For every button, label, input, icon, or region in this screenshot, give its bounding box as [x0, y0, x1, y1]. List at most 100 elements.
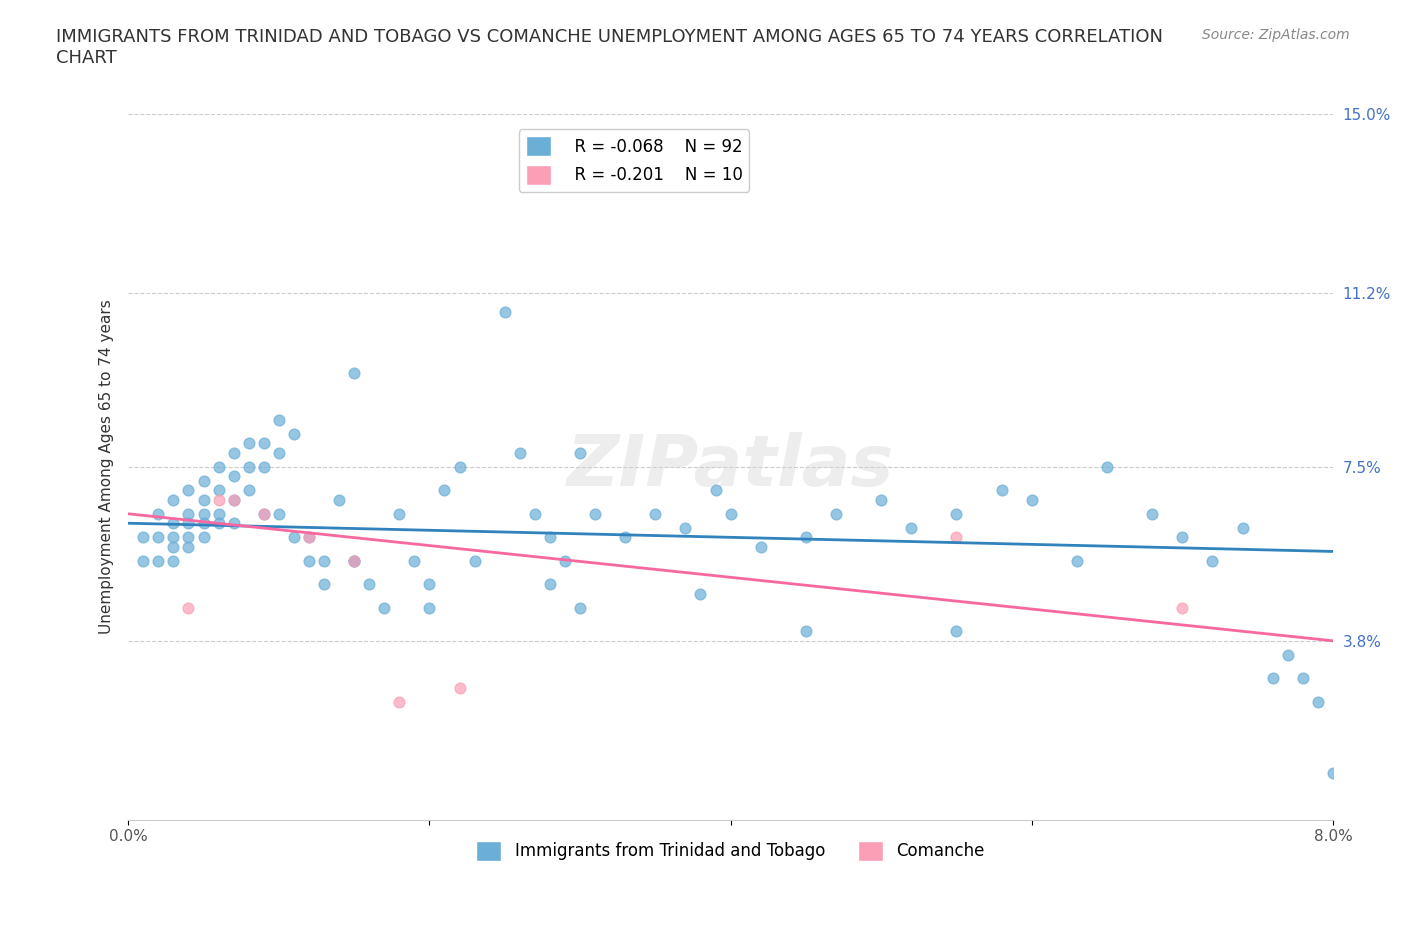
Point: [464, 553, 486, 568]
Point: [148, 553, 170, 568]
Point: [794, 530, 817, 545]
Point: [207, 516, 229, 531]
Point: [945, 506, 967, 521]
Point: [990, 483, 1012, 498]
Point: [283, 427, 305, 442]
Point: [449, 459, 471, 474]
Point: [253, 459, 276, 474]
Point: [418, 601, 440, 616]
Point: [238, 483, 260, 498]
Point: [222, 469, 245, 484]
Point: [298, 553, 321, 568]
Point: [644, 506, 666, 521]
Point: [162, 516, 184, 531]
Point: [1292, 671, 1315, 686]
Point: [162, 492, 184, 507]
Text: Source: ZipAtlas.com: Source: ZipAtlas.com: [1202, 28, 1350, 42]
Point: [267, 445, 290, 460]
Point: [433, 483, 456, 498]
Point: [193, 506, 215, 521]
Point: [162, 553, 184, 568]
Point: [222, 492, 245, 507]
Legend: Immigrants from Trinidad and Tobago, Comanche: Immigrants from Trinidad and Tobago, Com…: [470, 834, 991, 868]
Point: [388, 695, 411, 710]
Point: [207, 492, 229, 507]
Point: [253, 506, 276, 521]
Point: [132, 530, 155, 545]
Point: [614, 530, 637, 545]
Point: [523, 506, 546, 521]
Point: [177, 516, 200, 531]
Point: [283, 530, 305, 545]
Point: [193, 492, 215, 507]
Point: [1171, 601, 1194, 616]
Point: [404, 553, 426, 568]
Point: [449, 681, 471, 696]
Point: [1021, 492, 1043, 507]
Text: IMMIGRANTS FROM TRINIDAD AND TOBAGO VS COMANCHE UNEMPLOYMENT AMONG AGES 65 TO 74: IMMIGRANTS FROM TRINIDAD AND TOBAGO VS C…: [56, 28, 1163, 67]
Point: [1277, 647, 1299, 662]
Point: [222, 445, 245, 460]
Point: [1322, 765, 1344, 780]
Point: [148, 530, 170, 545]
Point: [1140, 506, 1163, 521]
Point: [207, 506, 229, 521]
Point: [207, 459, 229, 474]
Point: [267, 412, 290, 427]
Point: [583, 506, 606, 521]
Point: [554, 553, 576, 568]
Point: [343, 553, 366, 568]
Point: [569, 445, 592, 460]
Point: [207, 483, 229, 498]
Point: [720, 506, 742, 521]
Point: [193, 516, 215, 531]
Point: [193, 473, 215, 488]
Point: [193, 530, 215, 545]
Point: [238, 459, 260, 474]
Point: [359, 577, 381, 591]
Point: [794, 624, 817, 639]
Point: [1201, 553, 1223, 568]
Point: [312, 577, 335, 591]
Point: [1095, 459, 1118, 474]
Point: [162, 539, 184, 554]
Point: [825, 506, 848, 521]
Point: [177, 601, 200, 616]
Point: [148, 506, 170, 521]
Point: [749, 539, 772, 554]
Point: [945, 624, 967, 639]
Point: [945, 530, 967, 545]
Point: [222, 492, 245, 507]
Point: [177, 530, 200, 545]
Point: [132, 553, 155, 568]
Point: [298, 530, 321, 545]
Point: [298, 530, 321, 545]
Point: [162, 530, 184, 545]
Point: [494, 304, 516, 319]
Point: [238, 436, 260, 451]
Point: [569, 601, 592, 616]
Point: [1232, 521, 1254, 536]
Point: [177, 506, 200, 521]
Point: [388, 506, 411, 521]
Point: [177, 483, 200, 498]
Point: [538, 577, 561, 591]
Point: [1261, 671, 1284, 686]
Point: [177, 539, 200, 554]
Point: [1171, 530, 1194, 545]
Point: [900, 521, 922, 536]
Point: [538, 530, 561, 545]
Point: [870, 492, 893, 507]
Point: [253, 436, 276, 451]
Point: [689, 586, 711, 601]
Point: [418, 577, 440, 591]
Y-axis label: Unemployment Among Ages 65 to 74 years: Unemployment Among Ages 65 to 74 years: [100, 299, 114, 634]
Point: [673, 521, 696, 536]
Point: [509, 445, 531, 460]
Point: [267, 506, 290, 521]
Point: [704, 483, 727, 498]
Point: [373, 601, 395, 616]
Point: [343, 553, 366, 568]
Point: [328, 492, 350, 507]
Point: [343, 553, 366, 568]
